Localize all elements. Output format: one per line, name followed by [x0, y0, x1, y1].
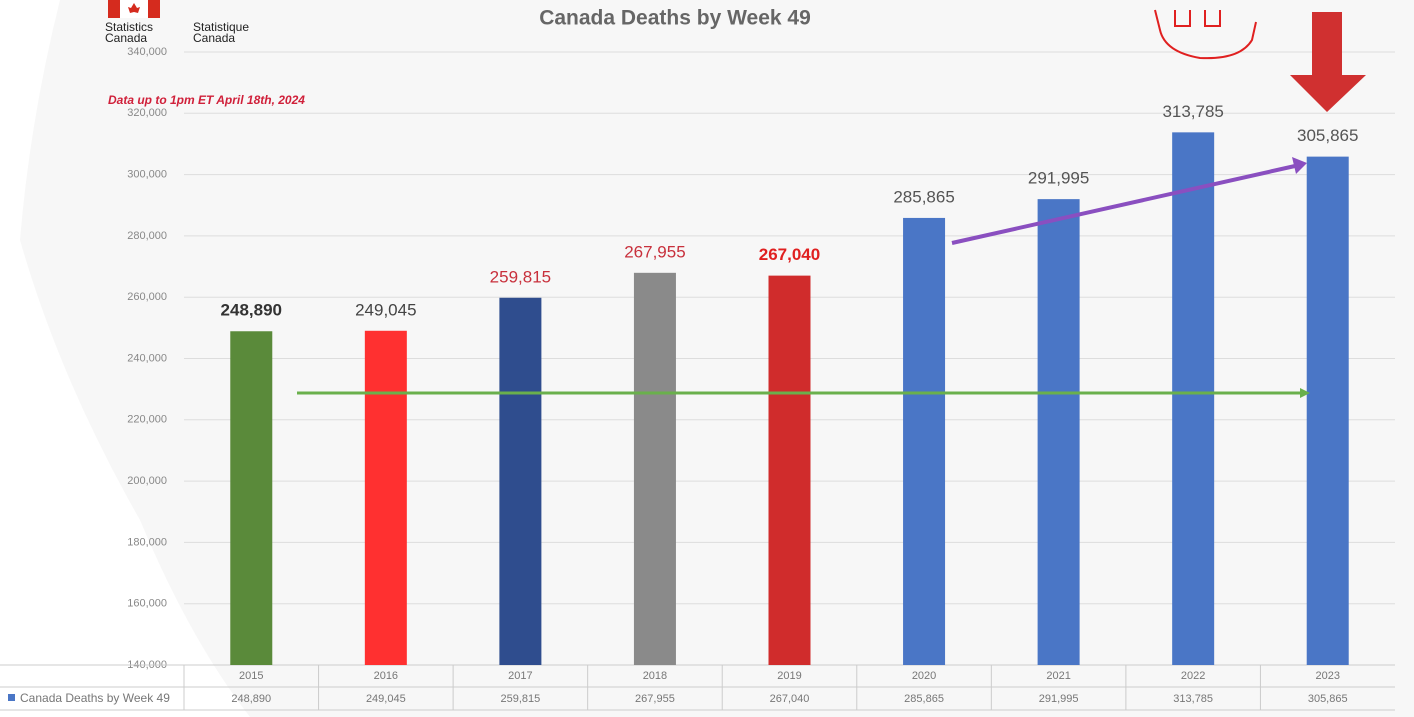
value-label: 291,995 [1028, 169, 1089, 188]
x-tick-label: 2022 [1181, 670, 1205, 682]
y-tick-label: 180,000 [127, 536, 167, 548]
trend-arrow [1292, 157, 1307, 174]
x-tick-label: 2020 [912, 670, 936, 682]
logo-en: Statistics Canada [105, 22, 154, 45]
legend-label: Canada Deaths by Week 49 [20, 691, 170, 705]
table-cell: 313,785 [1173, 693, 1213, 705]
value-label: 259,815 [490, 267, 551, 286]
table-cell: 248,890 [231, 693, 271, 705]
y-tick-label: 260,000 [127, 291, 167, 303]
bar [633, 272, 676, 665]
flag [128, 3, 140, 13]
x-tick-label: 2019 [777, 670, 801, 682]
trend-arrow [1300, 388, 1310, 398]
flag [108, 0, 120, 18]
table-cell: 291,995 [1039, 693, 1079, 705]
value-label: 285,865 [893, 187, 954, 206]
bar [1172, 132, 1215, 665]
decor [0, 0, 250, 717]
value-label: 267,040 [759, 245, 820, 264]
x-tick-label: 2021 [1046, 670, 1070, 682]
value-label: 313,785 [1162, 102, 1223, 121]
y-tick-label: 280,000 [127, 230, 167, 242]
y-tick-label: 160,000 [127, 598, 167, 610]
x-tick-label: 2016 [374, 670, 398, 682]
bar [230, 331, 273, 665]
x-tick-label: 2017 [508, 670, 532, 682]
logo: Statistique Canada [193, 22, 250, 45]
table-cell: 249,045 [366, 693, 406, 705]
logo: Statistics Canada [105, 22, 154, 45]
y-tick-label: 300,000 [127, 169, 167, 181]
value-label: 249,045 [355, 300, 416, 319]
table-cell: 259,815 [501, 693, 541, 705]
down-arrow [1290, 12, 1366, 112]
table-cell: 285,865 [904, 693, 944, 705]
trend-arrow [951, 164, 1296, 245]
bar [499, 297, 542, 665]
table-cell: 305,865 [1308, 693, 1348, 705]
y-tick-label: 340,000 [127, 46, 167, 58]
table-cell: 267,040 [770, 693, 810, 705]
legend-key [8, 694, 15, 701]
x-tick-label: 2018 [643, 670, 667, 682]
y-tick-label: 200,000 [127, 475, 167, 487]
bar [1037, 199, 1080, 666]
x-tick-label: 2015 [239, 670, 263, 682]
logo-fr: Statistique Canada [193, 22, 250, 45]
x-tick-label: 2023 [1315, 670, 1339, 682]
y-tick-label: 320,000 [127, 107, 167, 119]
bar [903, 217, 946, 666]
value-label: 305,865 [1297, 126, 1358, 145]
bar [364, 330, 407, 665]
y-tick-label: 240,000 [127, 352, 167, 364]
flag [148, 0, 160, 18]
chart-title: Canada Deaths by Week 49 [539, 7, 811, 30]
subtitle: Data up to 1pm ET April 18th, 2024 [108, 93, 305, 107]
y-tick-label: 220,000 [127, 414, 167, 426]
icon [1154, 9, 1257, 60]
table-cell: 267,955 [635, 693, 675, 705]
value-label: 267,955 [624, 242, 685, 261]
value-label: 248,890 [221, 301, 282, 320]
bar [768, 275, 811, 665]
bar [1306, 156, 1349, 665]
